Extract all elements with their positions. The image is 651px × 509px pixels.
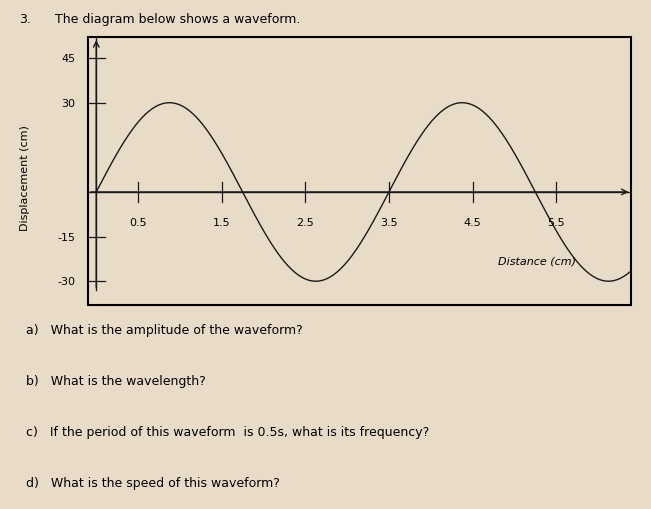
Text: 3.5: 3.5 (380, 218, 398, 228)
Text: 1.5: 1.5 (213, 218, 230, 228)
Text: 30: 30 (61, 99, 76, 108)
Text: c)   If the period of this waveform  is 0.5s, what is its frequency?: c) If the period of this waveform is 0.5… (26, 425, 429, 438)
Text: 0.5: 0.5 (130, 218, 147, 228)
Text: 2.5: 2.5 (296, 218, 314, 228)
Text: 45: 45 (61, 54, 76, 64)
Text: 4.5: 4.5 (464, 218, 482, 228)
Text: Distance (cm): Distance (cm) (497, 256, 575, 266)
Text: a)   What is the amplitude of the waveform?: a) What is the amplitude of the waveform… (26, 323, 303, 336)
Text: -30: -30 (57, 277, 76, 287)
Text: b)   What is the wavelength?: b) What is the wavelength? (26, 374, 206, 387)
Text: d)   What is the speed of this waveform?: d) What is the speed of this waveform? (26, 476, 280, 489)
Text: -15: -15 (57, 232, 76, 242)
Text: 3.: 3. (20, 13, 31, 25)
Text: Displacement (cm): Displacement (cm) (20, 125, 30, 231)
Text: The diagram below shows a waveform.: The diagram below shows a waveform. (55, 13, 301, 25)
Text: 5.5: 5.5 (547, 218, 565, 228)
